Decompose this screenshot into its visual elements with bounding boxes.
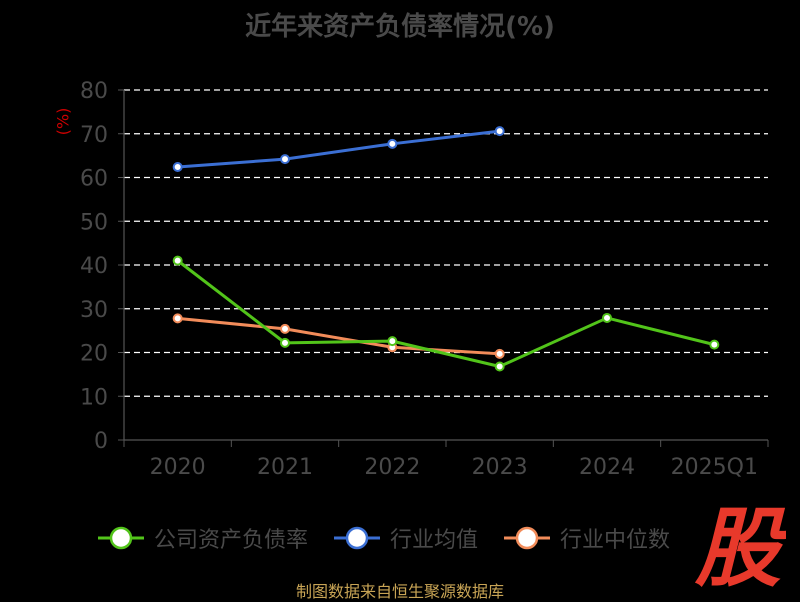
- data-source-note: 制图数据来自恒生聚源数据库: [295, 582, 504, 601]
- y-tick-label: 80: [80, 79, 108, 104]
- legend-label: 行业均值: [390, 528, 479, 553]
- data-point: [280, 337, 290, 348]
- legend-marker-dot: [345, 526, 369, 550]
- brand-logo-text: 股: [694, 499, 786, 594]
- brand-logo: 股: [690, 498, 790, 599]
- x-tick-label: 2025Q1: [671, 455, 758, 480]
- legend-item[interactable]: 行业中位数: [502, 522, 670, 554]
- legend-marker: [504, 526, 551, 550]
- data-point: [602, 312, 612, 323]
- data-point: [172, 255, 183, 266]
- data-point: [387, 336, 398, 347]
- y-tick-label: 60: [80, 167, 108, 192]
- series: [172, 126, 720, 372]
- data-point: [280, 323, 290, 334]
- legend-marker-dot: [109, 526, 133, 550]
- x-tick-label: 2023: [472, 455, 528, 480]
- data-point: [280, 154, 290, 165]
- y-tick-label: 40: [80, 254, 108, 279]
- legend-item[interactable]: 行业均值: [332, 522, 478, 554]
- data-point: [494, 361, 505, 372]
- data-point: [172, 162, 183, 172]
- y-tick-label: 50: [80, 210, 108, 235]
- x-tick-label: 2020: [150, 455, 206, 480]
- data-point: [709, 339, 720, 350]
- series-line: [177, 316, 500, 356]
- axes: 0 10 20 30 40 50 60 70 80 2020 2021 2022 2023 2024 202…: [80, 79, 769, 480]
- data-point: [494, 126, 505, 137]
- x-tick-label: 2024: [579, 455, 635, 480]
- legend-label: 行业中位数: [560, 528, 671, 553]
- x-tick-label: 2021: [257, 455, 313, 480]
- legend-marker: [334, 526, 381, 550]
- y-tick-label: 30: [80, 298, 108, 323]
- y-tick-label: 20: [80, 342, 108, 367]
- data-point: [172, 313, 183, 324]
- legend-marker-dot: [515, 526, 539, 550]
- y-tick-label: 0: [94, 429, 108, 454]
- x-tick-label: 2022: [364, 455, 420, 480]
- series-line: [176, 259, 715, 368]
- chart-title: 近年来资产负债率情况(%): [245, 12, 555, 42]
- legend-marker: [98, 526, 144, 550]
- y-tick-label: 70: [80, 123, 108, 148]
- data-point: [494, 348, 505, 359]
- legend: 公司资产负债率 行业均值 行业中位数: [96, 520, 694, 556]
- legend-label: 公司资产负债率: [154, 528, 309, 553]
- data-point: [387, 138, 398, 149]
- y-tick-label: 10: [80, 385, 108, 410]
- legend-item[interactable]: 公司资产负债率: [96, 522, 308, 554]
- series-line: [177, 129, 500, 169]
